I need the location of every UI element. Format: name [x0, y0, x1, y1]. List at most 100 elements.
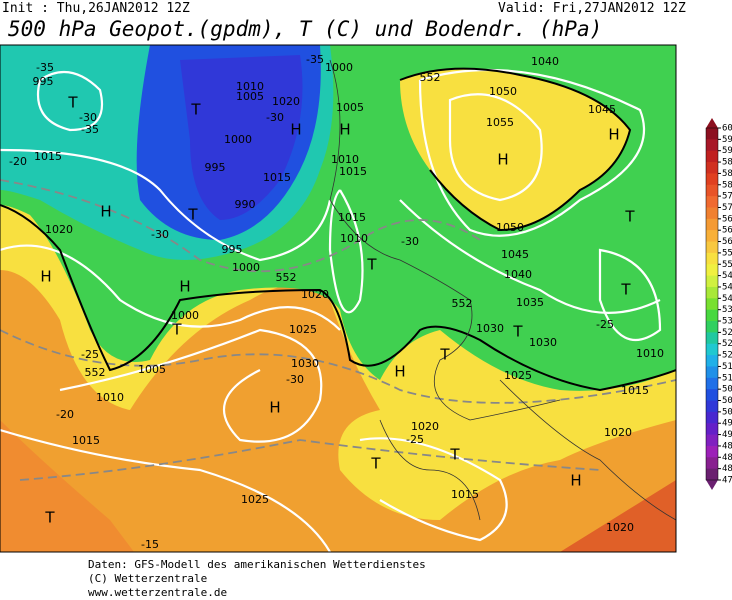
contour-label: 1020	[411, 420, 439, 433]
colorbar-label: 564	[722, 226, 732, 236]
colorbar-segment	[706, 230, 718, 243]
pressure-center: H	[40, 268, 51, 286]
pressure-center: H	[394, 363, 405, 381]
contour-552	[0, 204, 676, 392]
pressure-center: T	[439, 346, 450, 364]
contour-label: 1020	[272, 95, 300, 108]
colorbar-segment	[706, 400, 718, 413]
colorbar-segment	[706, 343, 718, 356]
colorbar-segment	[706, 445, 718, 458]
init-time: Init : Thu,26JAN2012 12Z	[2, 1, 190, 16]
colorbar-label: 508	[722, 385, 732, 395]
colorbar-segment	[706, 298, 718, 311]
pressure-center: T	[624, 208, 635, 226]
contour-label: 990	[235, 198, 256, 211]
pressure-center: T	[370, 455, 381, 473]
contour-label: 1010	[96, 391, 124, 404]
map-frame	[0, 44, 677, 553]
pressure-center: H	[100, 203, 111, 221]
footer-copyright: (C) Wetterzentrale	[88, 572, 207, 585]
colorbar-label: 588	[722, 158, 732, 168]
colorbar-label: 600	[722, 124, 732, 134]
colorbar-segment	[706, 128, 718, 140]
colorbar-segment	[706, 423, 718, 436]
contour-label: 1025	[241, 493, 269, 506]
contour-label: 1010	[340, 232, 368, 245]
contour-label: 1000	[232, 261, 260, 274]
colorbar-label: 536	[722, 305, 732, 315]
pressure-center: T	[366, 256, 377, 274]
footer-url: www.wetterzentrale.de	[88, 586, 227, 599]
colorbar-label: 480	[722, 464, 732, 474]
contour-label: 1020	[606, 521, 634, 534]
isobar	[0, 148, 332, 262]
colorbar-label: 576	[722, 192, 732, 202]
colorbar-segment	[706, 139, 718, 152]
pressure-center: H	[608, 126, 619, 144]
colorbar-label: 478	[722, 476, 732, 486]
pressure-center: H	[570, 472, 581, 490]
colorbar-segment	[706, 309, 718, 322]
pressure-center: T	[67, 94, 78, 112]
colorbar-segment	[706, 366, 718, 379]
contour-label: 1015	[339, 165, 367, 178]
contour-label: 552	[276, 271, 297, 284]
warm-area	[0, 420, 134, 552]
isobar	[0, 428, 331, 552]
pressure-center: T	[44, 509, 55, 527]
contour-label: 1035	[516, 296, 544, 309]
isobar	[359, 437, 508, 542]
pressure-center: T	[512, 323, 523, 341]
yellow-area	[400, 68, 630, 230]
pressure-center: H	[269, 399, 280, 417]
colorbar-segment	[706, 434, 718, 447]
contour-label: -30	[286, 373, 304, 386]
colorbar-label: 512	[722, 373, 732, 383]
colorbar-segment	[706, 150, 718, 163]
pressure-center: T	[449, 446, 460, 464]
colorbar-label: 524	[722, 339, 732, 349]
isotherm	[0, 179, 481, 273]
colorbar-segment	[706, 173, 718, 186]
contour-label: -25	[596, 318, 614, 331]
isobar	[598, 248, 662, 341]
contour-label: 1040	[531, 55, 559, 68]
colorbar: 6005965925885845805765725685645605565525…	[705, 118, 732, 490]
colorbar-segment	[706, 377, 718, 390]
colorbar-label: 560	[722, 237, 732, 247]
contour-label: 1015	[263, 171, 291, 184]
contour-label: -35	[36, 61, 54, 74]
contour-552	[399, 67, 632, 232]
colorbar-label: 488	[722, 441, 732, 451]
contour-label: 1020	[301, 288, 329, 301]
contour-label: 1000	[224, 133, 252, 146]
contour-label: 1015	[72, 434, 100, 447]
coastline	[329, 59, 676, 521]
colorbar-label: 544	[722, 282, 732, 292]
colorbar-label: 528	[722, 328, 732, 338]
warm-area	[560, 480, 676, 552]
colorbar-label: 596	[722, 135, 732, 145]
colorbar-segment	[706, 207, 718, 220]
contour-label: 1010	[636, 347, 664, 360]
valid-time: Valid: Fri,27JAN2012 12Z	[498, 1, 686, 16]
contour-label: 1015	[338, 211, 366, 224]
pressure-center: H	[339, 121, 350, 139]
contour-label: 1015	[451, 488, 479, 501]
pressure-center: T	[190, 101, 201, 119]
isobar	[448, 93, 543, 202]
contour-label: -20	[9, 155, 27, 168]
contour-label: 552	[452, 297, 473, 310]
colorbar-segment	[706, 355, 718, 367]
contour-label: 1010	[236, 80, 264, 93]
isobar	[399, 199, 661, 314]
contour-label: -15	[141, 538, 159, 551]
colorbar-segment	[706, 241, 718, 254]
contour-label: -30	[266, 111, 284, 124]
colorbar-label: 580	[722, 180, 732, 190]
contour-label: -30	[151, 228, 169, 241]
contour-label: 1005	[236, 90, 264, 103]
isobar	[59, 328, 323, 443]
colorbar-frame	[705, 127, 719, 481]
contour-label: 1055	[486, 116, 514, 129]
